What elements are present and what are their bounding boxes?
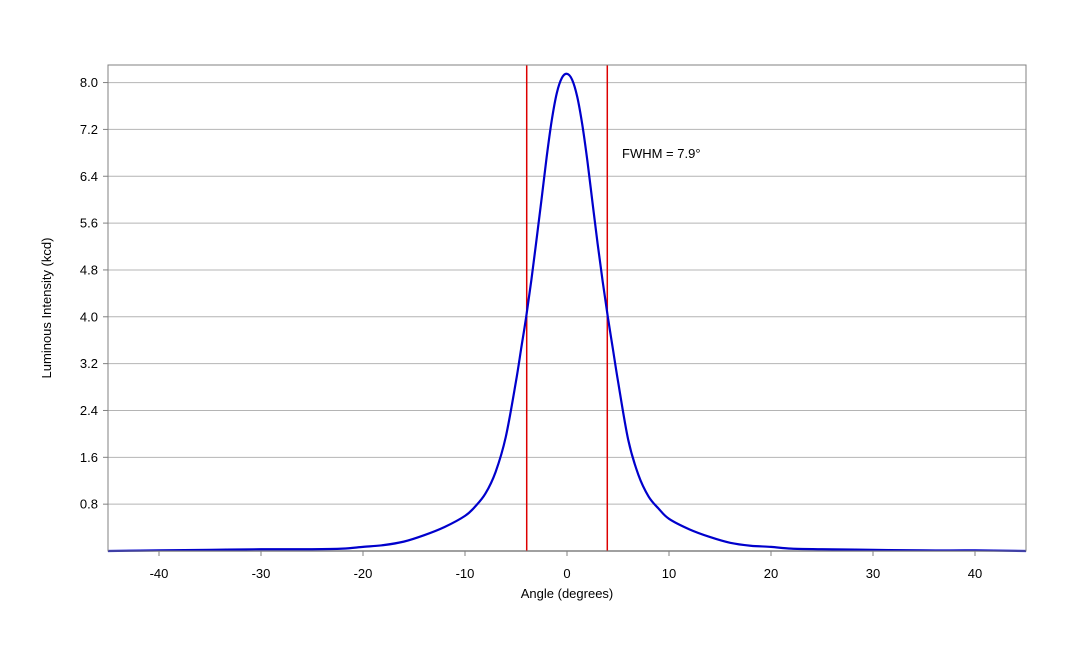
y-tick-label: 6.4	[80, 169, 98, 184]
x-axis-ticks: -40 -30 -20 -10 0 10 20 30 40	[150, 551, 982, 581]
y-tick-label: 1.6	[80, 450, 98, 465]
x-tick-label: -40	[150, 566, 169, 581]
y-tick-label: 4.0	[80, 309, 98, 324]
y-axis-label: Luminous Intensity (kcd)	[39, 238, 54, 379]
fwhm-annotation: FWHM = 7.9°	[622, 146, 701, 161]
x-tick-label: 20	[764, 566, 778, 581]
y-axis-ticks: 0.8 1.6 2.4 3.2 4.0 4.8 5.6 6.4 7.2 8.0	[80, 75, 108, 512]
y-tick-label: 7.2	[80, 122, 98, 137]
gridlines	[108, 82, 1026, 552]
x-axis-label: Angle (degrees)	[521, 586, 614, 601]
y-tick-label: 3.2	[80, 356, 98, 371]
x-tick-label: 0	[563, 566, 570, 581]
x-tick-label: -10	[456, 566, 475, 581]
y-tick-label: 5.6	[80, 216, 98, 231]
y-tick-label: 8.0	[80, 75, 98, 90]
x-tick-label: 40	[968, 566, 982, 581]
x-tick-label: 10	[662, 566, 676, 581]
y-tick-label: 0.8	[80, 497, 98, 512]
y-tick-label: 2.4	[80, 403, 98, 418]
x-tick-label: -30	[252, 566, 271, 581]
fwhm-markers	[525, 65, 609, 551]
y-tick-label: 4.8	[80, 262, 98, 277]
x-tick-label: -20	[354, 566, 373, 581]
series-layer	[107, 72, 1027, 553]
plot-frame	[107, 64, 1027, 552]
x-tick-label: 30	[866, 566, 880, 581]
intensity-curve	[107, 72, 1027, 553]
